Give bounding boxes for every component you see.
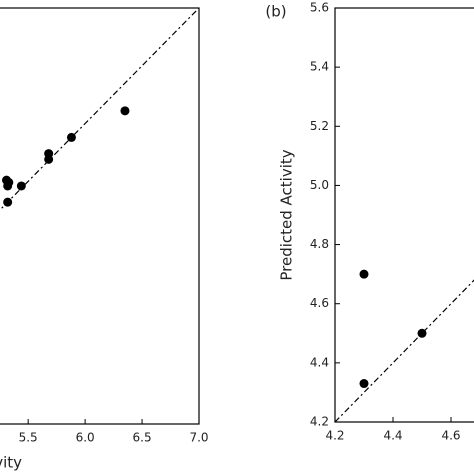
panel-label: (b) <box>265 3 286 21</box>
x-tick-label: 4.2 <box>325 429 344 443</box>
point <box>16 181 26 191</box>
y-tick-label: 5.0 <box>310 178 329 192</box>
point <box>120 106 130 116</box>
x-tick-label: 4.6 <box>441 429 460 443</box>
identity-line <box>0 7 200 211</box>
identity-line <box>334 279 474 423</box>
x-tick-label: 5.5 <box>19 431 38 445</box>
point <box>3 197 13 207</box>
point <box>359 269 369 279</box>
x-axis-label: Observed Activity <box>0 454 22 472</box>
x-tick-label: 6.0 <box>76 431 95 445</box>
y-tick-label: 4.6 <box>310 296 329 310</box>
y-tick-label: 4.2 <box>310 415 329 429</box>
plot-frame <box>334 7 474 423</box>
point <box>3 181 13 191</box>
x-tick-label: 6.5 <box>133 431 152 445</box>
point <box>44 154 54 164</box>
y-tick-label: 5.6 <box>310 1 329 15</box>
y-tick-label: 5.2 <box>310 119 329 133</box>
x-tick-label: 7.0 <box>189 431 208 445</box>
y-tick-label: 4.8 <box>310 237 329 251</box>
plot-frame <box>0 7 200 425</box>
y-tick-label: 5.4 <box>310 60 329 74</box>
point <box>359 379 369 389</box>
x-tick-label: 4.4 <box>383 429 402 443</box>
y-axis-label: Predicted Activity <box>278 149 296 280</box>
y-tick-label: 4.4 <box>310 355 329 369</box>
point <box>417 328 427 338</box>
point <box>66 132 76 142</box>
